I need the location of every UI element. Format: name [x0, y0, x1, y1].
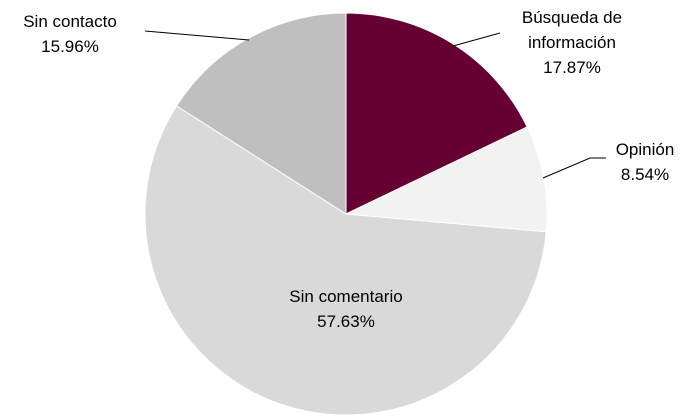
slice-label: Búsqueda de información 17.87% [492, 5, 652, 80]
pie-slice [175, 12, 347, 215]
slice-label: Sin contacto 15.96% [0, 9, 150, 59]
leader-line [452, 32, 501, 47]
category-label: Sin contacto [23, 12, 117, 31]
pie-slice [345, 12, 528, 215]
value-label: 15.96% [41, 37, 99, 56]
category-label: Sin comentario [289, 287, 403, 306]
value-label: 57.63% [317, 312, 375, 331]
slice-label: Sin comentario 57.63% [246, 284, 446, 334]
leader-line [144, 30, 250, 41]
value-label: 8.54% [620, 165, 670, 184]
pie-slice [144, 105, 547, 416]
category-label: Opinión [615, 140, 675, 159]
leader-line [542, 157, 606, 179]
value-label: 17.87% [543, 58, 601, 77]
slice-label: Opinión 8.54% [590, 137, 694, 187]
category-label: Búsqueda de información [521, 8, 623, 52]
